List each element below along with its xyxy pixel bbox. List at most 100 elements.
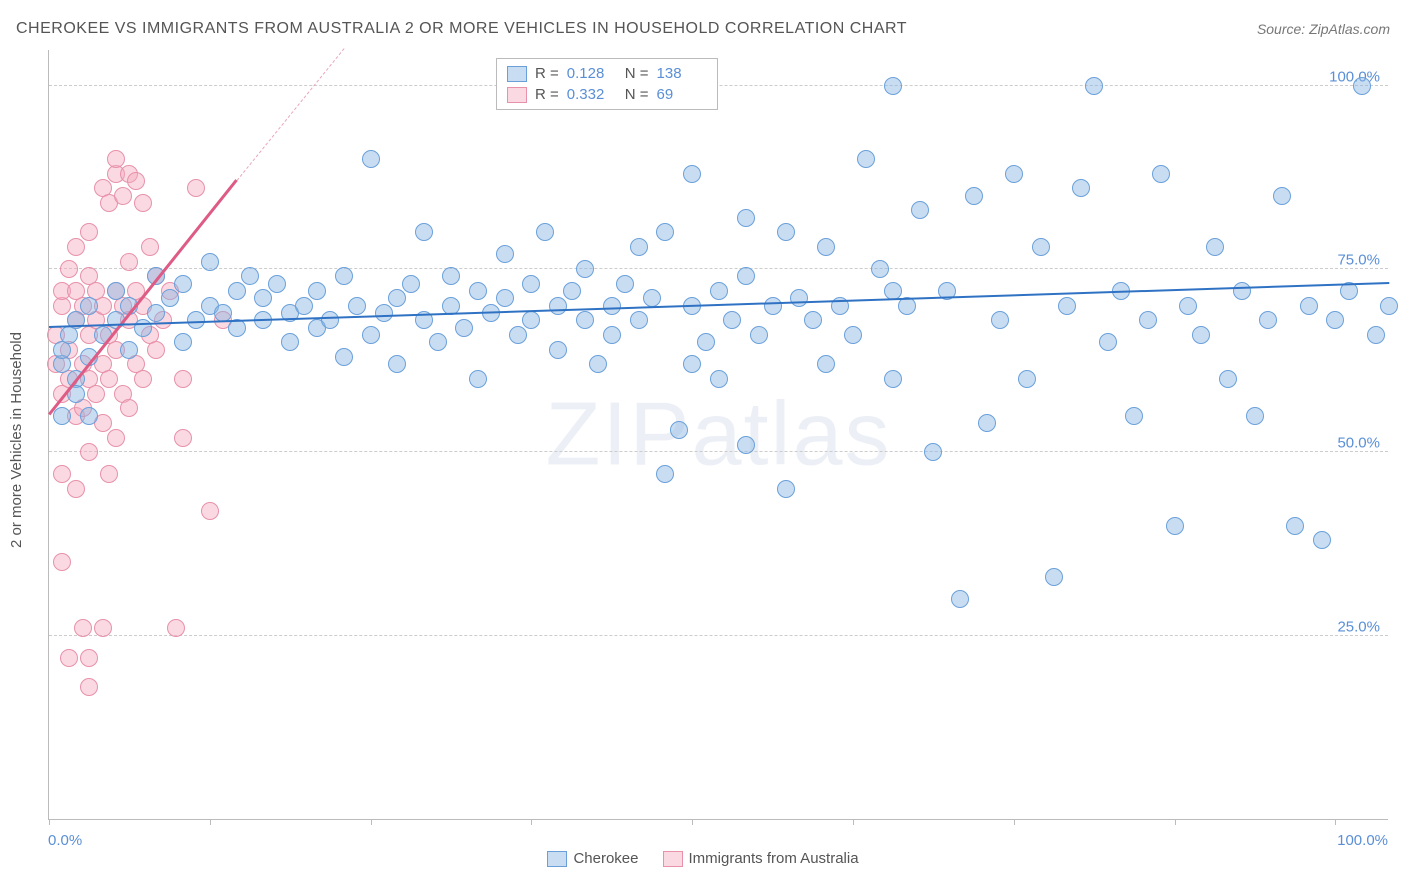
y-tick-label: 50.0% bbox=[1337, 435, 1380, 452]
swatch-australia bbox=[663, 851, 683, 867]
data-point bbox=[522, 275, 540, 293]
y-axis-label: 2 or more Vehicles in Household bbox=[8, 332, 25, 548]
data-point bbox=[656, 465, 674, 483]
data-point bbox=[1072, 179, 1090, 197]
data-point bbox=[965, 187, 983, 205]
data-point bbox=[1259, 311, 1277, 329]
data-point bbox=[174, 333, 192, 351]
data-point bbox=[549, 297, 567, 315]
data-point bbox=[777, 223, 795, 241]
x-tick bbox=[692, 819, 693, 825]
x-tick bbox=[1175, 819, 1176, 825]
data-point bbox=[496, 289, 514, 307]
data-point bbox=[1246, 407, 1264, 425]
data-point bbox=[120, 253, 138, 271]
data-point bbox=[857, 150, 875, 168]
data-point bbox=[53, 465, 71, 483]
data-point bbox=[697, 333, 715, 351]
data-point bbox=[643, 289, 661, 307]
data-point bbox=[563, 282, 581, 300]
data-point bbox=[764, 297, 782, 315]
data-point bbox=[80, 407, 98, 425]
data-point bbox=[107, 150, 125, 168]
data-point bbox=[174, 275, 192, 293]
data-point bbox=[790, 289, 808, 307]
data-point bbox=[723, 311, 741, 329]
data-point bbox=[53, 407, 71, 425]
data-point bbox=[737, 436, 755, 454]
data-point bbox=[1353, 77, 1371, 95]
legend-label: Immigrants from Australia bbox=[689, 850, 859, 867]
x-tick bbox=[1014, 819, 1015, 825]
data-point bbox=[777, 480, 795, 498]
data-point bbox=[991, 311, 1009, 329]
stat-label: N = bbox=[625, 86, 649, 103]
data-point bbox=[1125, 407, 1143, 425]
data-point bbox=[107, 282, 125, 300]
data-point bbox=[335, 267, 353, 285]
data-point bbox=[884, 370, 902, 388]
data-point bbox=[100, 370, 118, 388]
data-point bbox=[1206, 238, 1224, 256]
stat-label: R = bbox=[535, 86, 559, 103]
data-point bbox=[174, 429, 192, 447]
data-point bbox=[844, 326, 862, 344]
data-point bbox=[603, 297, 621, 315]
data-point bbox=[174, 370, 192, 388]
data-point bbox=[978, 414, 996, 432]
legend-label: Cherokee bbox=[573, 850, 638, 867]
data-point bbox=[1005, 165, 1023, 183]
data-point bbox=[134, 370, 152, 388]
data-point bbox=[201, 253, 219, 271]
data-point bbox=[455, 319, 473, 337]
x-axis-min-label: 0.0% bbox=[48, 832, 82, 849]
swatch-cherokee bbox=[547, 851, 567, 867]
watermark: ZIPatlas bbox=[545, 383, 891, 486]
data-point bbox=[100, 465, 118, 483]
data-point bbox=[1032, 238, 1050, 256]
data-point bbox=[1085, 77, 1103, 95]
data-point bbox=[750, 326, 768, 344]
data-point bbox=[147, 304, 165, 322]
data-point bbox=[388, 289, 406, 307]
data-point bbox=[134, 194, 152, 212]
data-point bbox=[1367, 326, 1385, 344]
data-point bbox=[254, 289, 272, 307]
correlation-stats-box: R = 0.128 N = 138 R = 0.332 N = 69 bbox=[496, 58, 718, 110]
data-point bbox=[1179, 297, 1197, 315]
stat-value-n: 138 bbox=[657, 65, 707, 82]
stat-label: R = bbox=[535, 65, 559, 82]
data-point bbox=[402, 275, 420, 293]
data-point bbox=[817, 355, 835, 373]
swatch-cherokee bbox=[507, 66, 527, 82]
data-point bbox=[120, 399, 138, 417]
data-point bbox=[87, 385, 105, 403]
data-point bbox=[268, 275, 286, 293]
data-point bbox=[107, 429, 125, 447]
data-point bbox=[295, 297, 313, 315]
data-point bbox=[375, 304, 393, 322]
data-point bbox=[415, 223, 433, 241]
data-point bbox=[120, 341, 138, 359]
data-point bbox=[469, 370, 487, 388]
data-point bbox=[141, 238, 159, 256]
data-point bbox=[656, 223, 674, 241]
data-point bbox=[80, 223, 98, 241]
data-point bbox=[1152, 165, 1170, 183]
data-point bbox=[80, 678, 98, 696]
scatter-plot: ZIPatlas 25.0%50.0%75.0%100.0% bbox=[48, 50, 1388, 820]
data-point bbox=[241, 267, 259, 285]
data-point bbox=[1139, 311, 1157, 329]
data-point bbox=[80, 297, 98, 315]
data-point bbox=[429, 333, 447, 351]
stat-label: N = bbox=[625, 65, 649, 82]
x-tick bbox=[371, 819, 372, 825]
data-point bbox=[737, 267, 755, 285]
data-point bbox=[388, 355, 406, 373]
x-tick bbox=[853, 819, 854, 825]
data-point bbox=[201, 502, 219, 520]
data-point bbox=[1233, 282, 1251, 300]
data-point bbox=[1045, 568, 1063, 586]
data-point bbox=[576, 260, 594, 278]
data-point bbox=[496, 245, 514, 263]
